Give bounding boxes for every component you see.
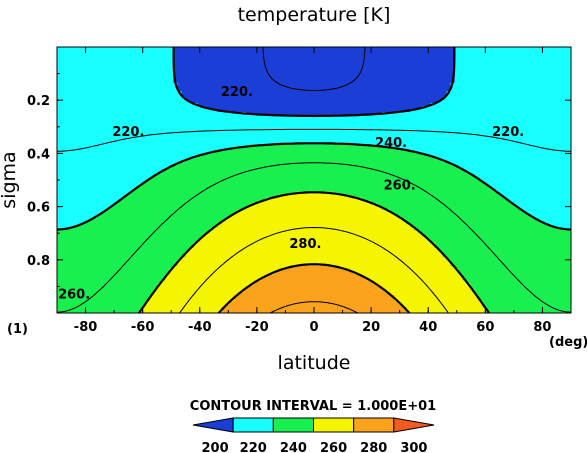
x-tick-label: -80 — [74, 320, 98, 335]
x-axis-unit: (deg) — [549, 335, 587, 350]
colorbar-tick-label: 260 — [320, 441, 347, 453]
colorbar-segment — [232, 417, 274, 433]
colorbar-tick-label: 280 — [360, 441, 387, 453]
contour-label: 220. — [492, 125, 524, 140]
contour-interval-text: CONTOUR INTERVAL = 1.000E+01 — [190, 399, 436, 414]
x-tick-label: 40 — [419, 320, 437, 335]
contour-label: 240. — [375, 136, 407, 151]
contour-label-layer: 220. 220. 220. 240. 260. 280. 260. — [58, 85, 524, 302]
contour-line-290 — [269, 301, 359, 313]
contour-line-280 — [217, 263, 411, 313]
contour-label: 220. — [112, 125, 144, 140]
y-axis-label: sigma — [0, 151, 20, 208]
x-tick-label: 20 — [362, 320, 380, 335]
colorbar-tick-label: 240 — [280, 441, 307, 453]
contour-line-270 — [179, 227, 449, 313]
contour-line-240 — [57, 142, 571, 231]
contour-fill-layer — [57, 47, 571, 313]
y-axis-unit: (1) — [7, 322, 28, 337]
y-tick-label: 0.8 — [27, 254, 50, 269]
x-axis: -80 -60 -40 -20 0 20 40 60 80 — [56, 47, 572, 335]
colorbar-tick-label: 200 — [202, 441, 229, 453]
contour-line-220 — [172, 47, 456, 118]
y-axis: 0.2 0.4 0.6 0.8 — [27, 73, 571, 314]
contour-line-230 — [57, 128, 571, 152]
contour-label: 220. — [221, 85, 253, 100]
contour-line-layer — [57, 47, 571, 313]
y-tick-label: 0.2 — [27, 94, 50, 109]
chart-title: temperature [K] — [238, 4, 391, 26]
colorbar-segment — [313, 417, 355, 433]
x-tick-label: 80 — [533, 320, 551, 335]
colorbar-tick-label: 220 — [240, 441, 267, 453]
colorbar-segment — [353, 417, 395, 433]
colorbar-segment — [393, 417, 435, 433]
contour-label: 260. — [384, 178, 416, 193]
colorbar-segment — [272, 417, 314, 433]
x-tick-label: -20 — [245, 320, 269, 335]
x-tick-label: 0 — [309, 320, 318, 335]
colorbar: 200 220 240 260 280 300 — [192, 417, 435, 453]
contour-label: 260. — [58, 287, 90, 302]
colorbar-segment — [192, 417, 234, 433]
colorbar-tick-label: 300 — [400, 441, 427, 453]
x-tick-label: -60 — [131, 320, 155, 335]
x-tick-label: -40 — [188, 320, 212, 335]
y-tick-label: 0.6 — [27, 201, 50, 216]
contour-line-210 — [262, 47, 366, 92]
contour-line-260 — [138, 191, 490, 313]
y-tick-label: 0.4 — [27, 147, 50, 162]
contour-label: 280. — [289, 237, 321, 252]
x-tick-label: 60 — [476, 320, 494, 335]
x-axis-label: latitude — [278, 352, 351, 374]
contour-line-250 — [57, 162, 571, 313]
